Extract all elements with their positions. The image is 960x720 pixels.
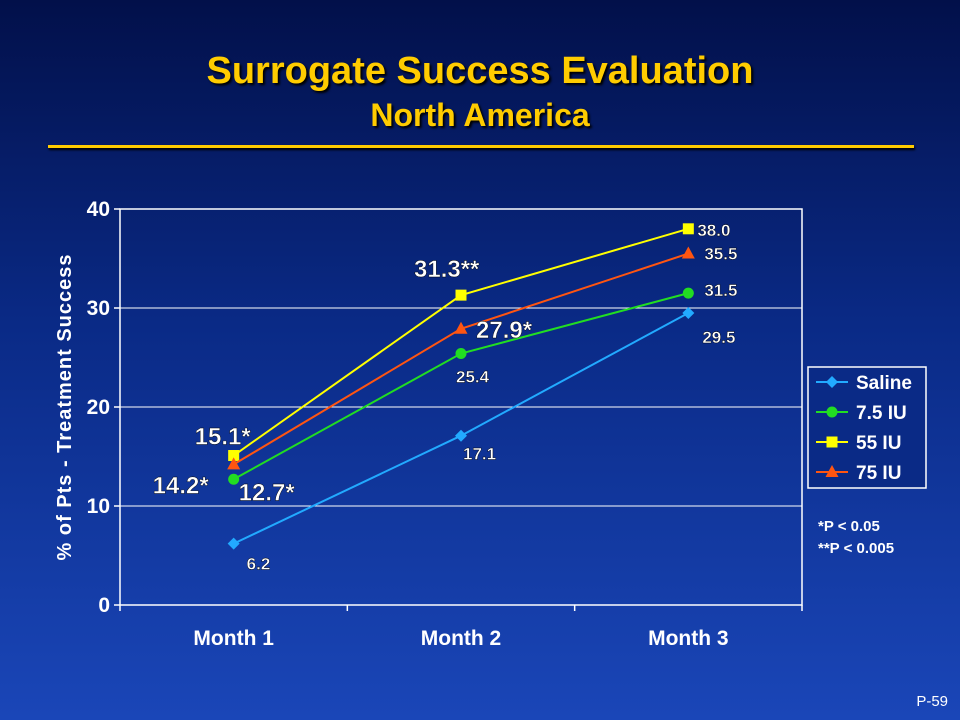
legend-marker <box>826 436 838 448</box>
y-tick-label: 20 <box>87 396 110 419</box>
data-label: 38.0 <box>697 221 730 240</box>
data-label: 31.3** <box>414 256 480 283</box>
series-line <box>233 312 689 545</box>
data-point <box>227 537 240 550</box>
x-tick-label: Month 1 <box>193 627 274 650</box>
y-tick-label: 0 <box>98 594 110 617</box>
legend-label: 7.5 IU <box>856 403 907 424</box>
data-label: 17.1 <box>463 445 496 464</box>
data-point <box>682 223 694 235</box>
legend-label: Saline <box>856 373 912 394</box>
legend-box <box>807 366 927 489</box>
footnote-p005: **P < 0.005 <box>818 540 895 557</box>
data-label: 35.5 <box>704 245 737 264</box>
data-label: 15.1* <box>195 424 252 451</box>
slide-title: Surrogate Success Evaluation <box>206 50 754 92</box>
data-point <box>682 287 694 299</box>
data-label: 25.4 <box>456 368 490 387</box>
y-tick-label: 30 <box>87 297 110 320</box>
x-tick-label: Month 3 <box>648 627 728 650</box>
data-point <box>681 246 695 259</box>
legend-marker <box>826 376 838 388</box>
legend-marker <box>826 406 838 418</box>
data-label: 6.2 <box>247 555 271 574</box>
data-label: 29.5 <box>702 328 735 347</box>
title-underline <box>48 145 914 148</box>
data-label: 27.9* <box>476 317 533 344</box>
data-point <box>454 321 468 334</box>
y-tick-label: 40 <box>87 198 110 221</box>
legend-marker <box>825 465 839 477</box>
data-point <box>228 473 240 485</box>
footnote-p05: *P < 0.05 <box>818 518 880 535</box>
data-point <box>455 429 467 442</box>
data-point <box>455 289 467 301</box>
page-number: P-59 <box>916 693 948 710</box>
y-axis-label: % of Pts - Treatment Success <box>54 254 76 561</box>
data-label: 14.2* <box>153 472 210 499</box>
data-label: 12.7* <box>239 479 296 506</box>
y-tick-label: 10 <box>87 495 110 518</box>
data-point <box>682 306 695 319</box>
legend-label: 75 IU <box>856 463 901 484</box>
x-tick-label: Month 2 <box>421 627 501 650</box>
data-point <box>455 348 467 360</box>
slide-subtitle: North America <box>370 97 590 133</box>
data-point <box>227 457 241 470</box>
data-label: 31.5 <box>704 281 737 300</box>
legend-label: 55 IU <box>856 433 901 454</box>
data-point <box>228 450 240 462</box>
